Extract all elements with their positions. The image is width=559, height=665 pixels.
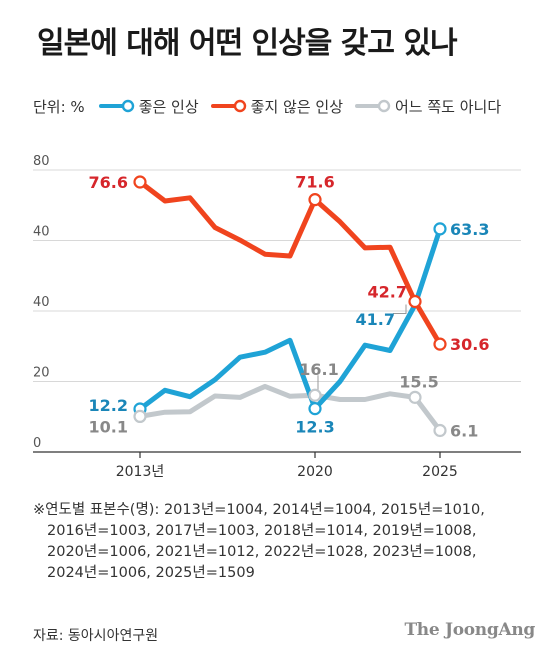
data-label: 12.2 [89, 396, 128, 415]
y-tick-label: 20 [33, 366, 50, 381]
data-label: 10.1 [89, 417, 128, 436]
legend-swatch-neutral-icon [355, 99, 391, 113]
data-point-marker [308, 402, 322, 416]
x-tick-label: 2025 [422, 464, 458, 480]
chart-title: 일본에 대해 어떤 인상을 갖고 있나 [37, 26, 458, 61]
data-label: 16.1 [299, 360, 338, 379]
neutral-line [137, 383, 443, 433]
notes-line-2: 2016년=1003, 2017년=1003, 2018년=1014, 2019… [47, 523, 477, 539]
legend-swatch-good-icon [98, 99, 134, 113]
y-tick-label: 40 [33, 295, 50, 310]
good-impression-line [137, 226, 443, 412]
notes-line-3: 2020년=1006, 2021년=1012, 2022년=1028, 2023… [47, 544, 477, 560]
data-point-marker [133, 175, 147, 189]
legend-label-neutral: 어느 쪽도 아니다 [395, 97, 502, 116]
y-tick-label: 40 [33, 225, 50, 240]
data-point-marker [408, 294, 422, 309]
notes-line-1: ※연도별 표본수(명): 2013년=1004, 2014년=1004, 201… [33, 502, 485, 518]
legend-item-bad: 좋지 않은 인상 [210, 96, 343, 117]
y-tick-label: 80 [33, 154, 50, 169]
legend-item-good: 좋은 인상 [98, 96, 199, 117]
data-label: 71.6 [295, 173, 334, 192]
data-label: 6.1 [450, 421, 478, 440]
legend-item-neutral: 어느 쪽도 아니다 [355, 96, 501, 117]
data-label: 63.3 [450, 220, 489, 239]
line-chart: 80 40 40 20 0 2013년 2020 2025 12.2 12.3 41.7 63.3 76… [33, 154, 521, 480]
data-label: 30.6 [450, 335, 489, 354]
data-point-marker [308, 388, 322, 402]
bad-impression-line [137, 179, 443, 347]
data-label: 41.7 [356, 310, 395, 329]
sample-size-notes: ※연도별 표본수(명): 2013년=1004, 2014년=1004, 201… [33, 500, 538, 584]
data-point-marker [408, 390, 422, 404]
data-point-marker [433, 337, 447, 351]
data-point-marker [433, 222, 447, 236]
notes-line-4: 2024년=1006, 2025년=1509 [47, 565, 255, 581]
legend-swatch-bad-icon [210, 99, 246, 113]
data-point-marker [308, 193, 322, 207]
x-tick-label: 2020 [297, 464, 333, 480]
legend-label-good: 좋은 인상 [138, 97, 199, 116]
data-label: 76.6 [89, 173, 128, 192]
chart-legend: 단위: % 좋은 인상 좋지 않은 인상 어느 쪽도 아니다 [33, 94, 513, 118]
legend-label-bad: 좋지 않은 인상 [250, 97, 343, 116]
x-tick-label: 2013년 [116, 464, 165, 480]
data-point-marker [133, 409, 147, 423]
data-label: 12.3 [295, 418, 334, 437]
source-label: 자료: 동아시아연구원 [33, 628, 159, 644]
data-label: 42.7 [368, 282, 407, 301]
y-tick-label: 0 [33, 436, 41, 451]
data-point-marker [433, 423, 447, 438]
unit-label: 단위: % [33, 97, 85, 116]
brand-logo: The JoongAng [404, 620, 535, 640]
data-label: 15.5 [399, 372, 438, 391]
leader-line-2024 [393, 304, 407, 314]
